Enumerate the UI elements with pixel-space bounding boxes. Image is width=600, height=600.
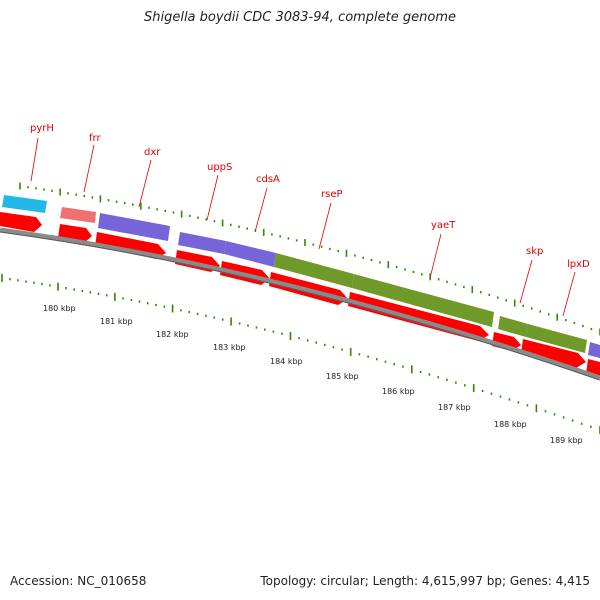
kbp-label: 187 kbp xyxy=(438,403,471,412)
feature-lpxD xyxy=(588,342,600,358)
leader-line xyxy=(254,187,268,233)
gene-label-frr: frr xyxy=(89,133,101,144)
leader-line xyxy=(429,233,442,279)
feature-yaeT xyxy=(352,274,494,327)
gene-label-pyrH: pyrH xyxy=(30,123,54,134)
kbp-label: 183 kbp xyxy=(213,343,246,352)
kbp-label: 184 kbp xyxy=(270,357,303,366)
leader-line xyxy=(318,202,332,250)
genome-backbone xyxy=(0,227,600,381)
gene-label-dxr: dxr xyxy=(144,147,161,158)
kbp-label: 186 kbp xyxy=(382,387,415,396)
gene-label-yaeT: yaeT xyxy=(431,220,456,231)
kbp-labels: 180 kbp 181 kbp 182 kbp 183 kbp 184 kbp … xyxy=(43,304,583,445)
leader-line xyxy=(519,259,533,304)
kbp-label: 181 kbp xyxy=(100,317,133,326)
feature-skp-a xyxy=(498,316,528,337)
kbp-label: 180 kbp xyxy=(43,304,76,313)
lower-tick-row xyxy=(1,274,600,434)
feature-pyrH xyxy=(2,195,47,213)
kbp-label: 188 kbp xyxy=(494,420,527,429)
leader-line xyxy=(83,144,95,193)
leader-line xyxy=(138,159,152,208)
genome-summary-text: Topology: circular; Length: 4,615,997 bp… xyxy=(260,574,590,588)
feature-uppS xyxy=(178,232,226,254)
gene-labels: pyrH frr dxr uppS cdsA rseP yaeT skp lpx… xyxy=(30,123,590,317)
accession-text: Accession: NC_010658 xyxy=(10,574,147,588)
feature-skp-b xyxy=(526,324,587,353)
feature-bars xyxy=(2,195,600,358)
leader-line xyxy=(206,174,219,221)
feature-dxr xyxy=(98,213,170,241)
cds-arrow xyxy=(521,339,586,368)
kbp-label: 189 kbp xyxy=(550,436,583,445)
gene-label-uppS: uppS xyxy=(207,162,232,173)
gene-label-lpxD: lpxD xyxy=(567,259,590,270)
upper-tick-row xyxy=(19,182,600,336)
feature-rseP xyxy=(274,253,354,288)
feature-cdsA xyxy=(224,241,276,267)
feature-frr xyxy=(60,207,96,223)
kbp-label: 182 kbp xyxy=(156,330,189,339)
cds-arrow xyxy=(0,212,42,232)
leader-line xyxy=(562,271,576,317)
map-title: Shigella boydii CDC 3083-94, complete ge… xyxy=(143,10,457,25)
cds-arrows xyxy=(0,212,600,377)
backbone-shadow xyxy=(0,231,600,381)
gene-label-skp: skp xyxy=(526,246,543,257)
leader-line xyxy=(30,137,39,182)
kbp-label: 185 kbp xyxy=(326,372,359,381)
gene-label-cdsA: cdsA xyxy=(256,174,280,185)
gene-label-rseP: rseP xyxy=(321,189,343,200)
